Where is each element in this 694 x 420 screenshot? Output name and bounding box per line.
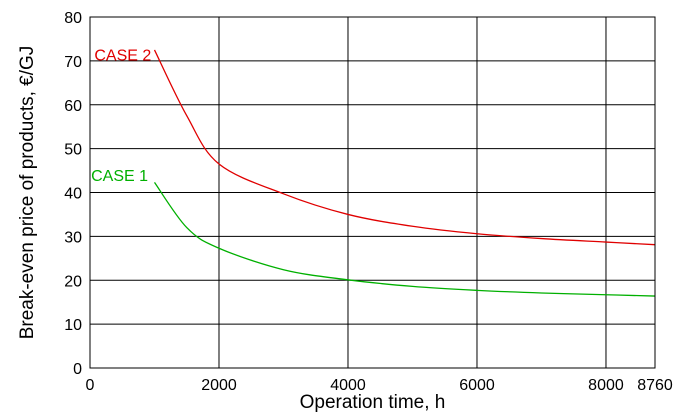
- series-line-case-1: [153, 182, 656, 297]
- y-tick-label: 40: [64, 186, 82, 203]
- y-tick-label: 80: [64, 10, 82, 27]
- series-layer: [153, 49, 656, 297]
- x-tick-label: 4000: [330, 377, 366, 394]
- y-tick-label: 0: [73, 361, 82, 378]
- grid: [90, 17, 655, 368]
- y-tick-label: 20: [64, 273, 82, 290]
- series-line-case-2: [153, 49, 656, 246]
- plot-frame: [89, 16, 656, 369]
- y-tick-label: 10: [64, 317, 82, 334]
- y-tick-label: 50: [64, 142, 82, 159]
- y-tick-label: 60: [64, 98, 82, 115]
- tick-labels: 0 2000 4000 6000 8000 8760 0 10 20 30 40 50 60 70 80: [64, 10, 673, 394]
- series-label-case-2: CASE 2: [94, 47, 151, 64]
- series-label-case-1: CASE 1: [91, 168, 148, 185]
- y-tick-label: 30: [64, 229, 82, 246]
- x-axis-label: Operation time, h: [300, 392, 446, 413]
- x-tick-label: 8000: [588, 377, 624, 394]
- series-annotations: CASE 2 CASE 1: [91, 47, 151, 185]
- x-tick-label: 8760: [637, 377, 673, 394]
- x-tick-label: 2000: [201, 377, 237, 394]
- y-axis-label: Break-even price of products, €/GJ: [17, 46, 38, 340]
- x-tick-label: 0: [86, 377, 95, 394]
- y-tick-label: 70: [64, 54, 82, 71]
- x-tick-label: 6000: [459, 377, 495, 394]
